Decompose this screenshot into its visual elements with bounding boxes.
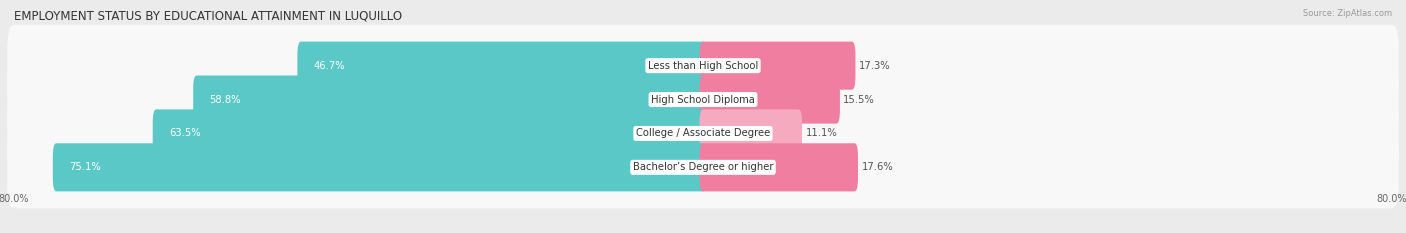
FancyBboxPatch shape — [700, 143, 858, 191]
Text: 58.8%: 58.8% — [209, 95, 240, 105]
FancyBboxPatch shape — [700, 75, 839, 124]
FancyBboxPatch shape — [298, 42, 706, 90]
Text: 17.6%: 17.6% — [862, 162, 893, 172]
Text: High School Diploma: High School Diploma — [651, 95, 755, 105]
Text: College / Associate Degree: College / Associate Degree — [636, 128, 770, 138]
Text: 63.5%: 63.5% — [169, 128, 201, 138]
Text: 15.5%: 15.5% — [844, 95, 875, 105]
FancyBboxPatch shape — [7, 126, 1399, 208]
Text: 75.1%: 75.1% — [69, 162, 101, 172]
FancyBboxPatch shape — [193, 75, 706, 124]
Text: Bachelor’s Degree or higher: Bachelor’s Degree or higher — [633, 162, 773, 172]
FancyBboxPatch shape — [700, 42, 855, 90]
FancyBboxPatch shape — [53, 143, 706, 191]
FancyBboxPatch shape — [7, 93, 1399, 175]
FancyBboxPatch shape — [700, 109, 801, 158]
Text: Source: ZipAtlas.com: Source: ZipAtlas.com — [1303, 9, 1392, 18]
FancyBboxPatch shape — [153, 109, 706, 158]
FancyBboxPatch shape — [7, 58, 1399, 140]
Text: EMPLOYMENT STATUS BY EDUCATIONAL ATTAINMENT IN LUQUILLO: EMPLOYMENT STATUS BY EDUCATIONAL ATTAINM… — [14, 9, 402, 22]
Text: Less than High School: Less than High School — [648, 61, 758, 71]
FancyBboxPatch shape — [7, 25, 1399, 107]
Text: 17.3%: 17.3% — [859, 61, 890, 71]
Text: 46.7%: 46.7% — [314, 61, 346, 71]
Text: 11.1%: 11.1% — [806, 128, 837, 138]
